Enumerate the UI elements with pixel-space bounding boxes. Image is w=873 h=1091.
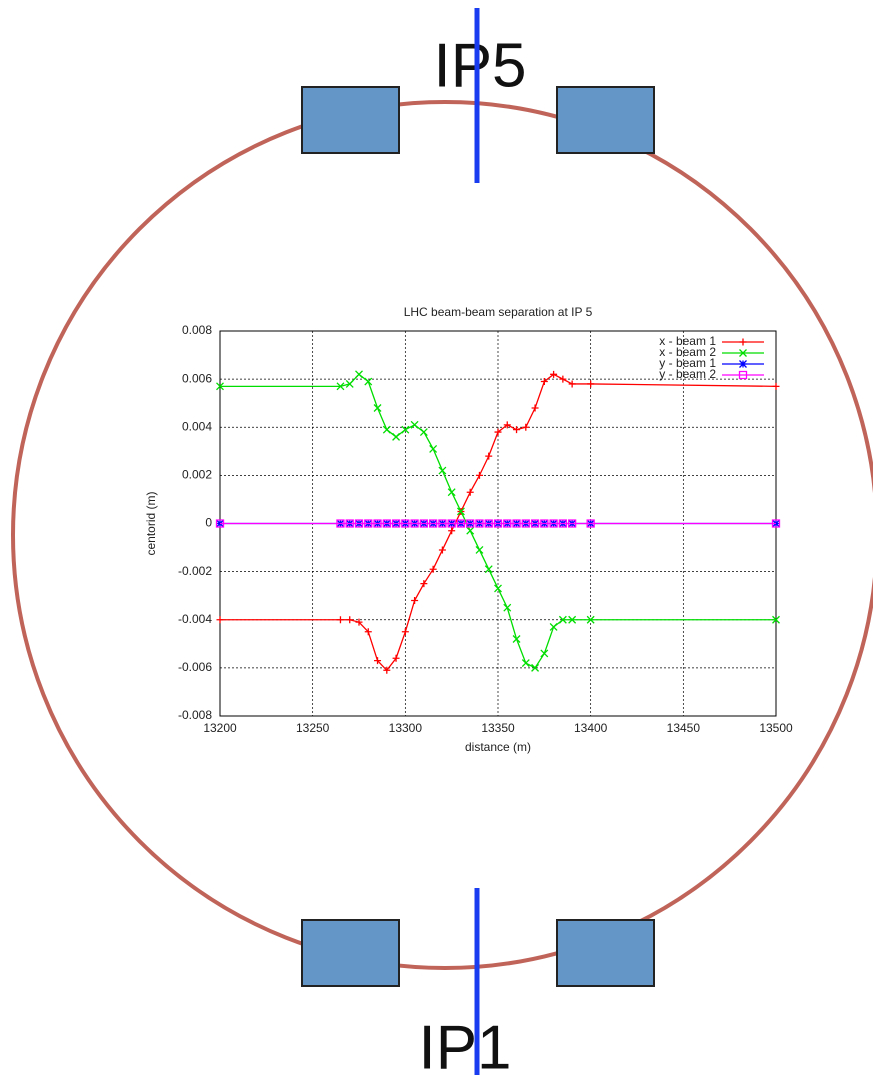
y-tick-label: 0.006 [182, 371, 212, 385]
y-tick-label: 0.004 [182, 419, 212, 433]
y-tick-label: 0.002 [182, 468, 212, 482]
ip-label: IP1 [418, 1013, 511, 1082]
magnet [302, 87, 399, 153]
x-tick-label: 13250 [296, 721, 330, 735]
y-tick-label: 0.008 [182, 323, 212, 337]
legend-marker [740, 361, 747, 368]
chart-title: LHC beam-beam separation at IP 5 [404, 305, 593, 319]
magnet [302, 920, 399, 986]
ip-label: IP5 [433, 31, 526, 100]
y-tick-label: -0.006 [178, 660, 212, 674]
page: IP5 IP1 LHC beam-beam separation at IP 5… [0, 0, 873, 1086]
x-tick-label: 13500 [759, 721, 793, 735]
x-tick-label: 13350 [481, 721, 515, 735]
x-tick-label: 13200 [203, 721, 237, 735]
magnet [557, 920, 654, 986]
legend-label: y - beam 2 [659, 367, 716, 381]
magnet [557, 87, 654, 153]
y-tick-label: -0.004 [178, 612, 212, 626]
y-tick-label: -0.008 [178, 708, 212, 722]
x-tick-label: 13300 [389, 721, 423, 735]
y-tick-label: 0 [205, 516, 212, 530]
y-axis-label: centorid (m) [144, 491, 158, 555]
x-tick-label: 13450 [667, 721, 701, 735]
x-tick-label: 13400 [574, 721, 608, 735]
x-axis-label: distance (m) [465, 740, 531, 754]
y-tick-label: -0.002 [178, 564, 212, 578]
